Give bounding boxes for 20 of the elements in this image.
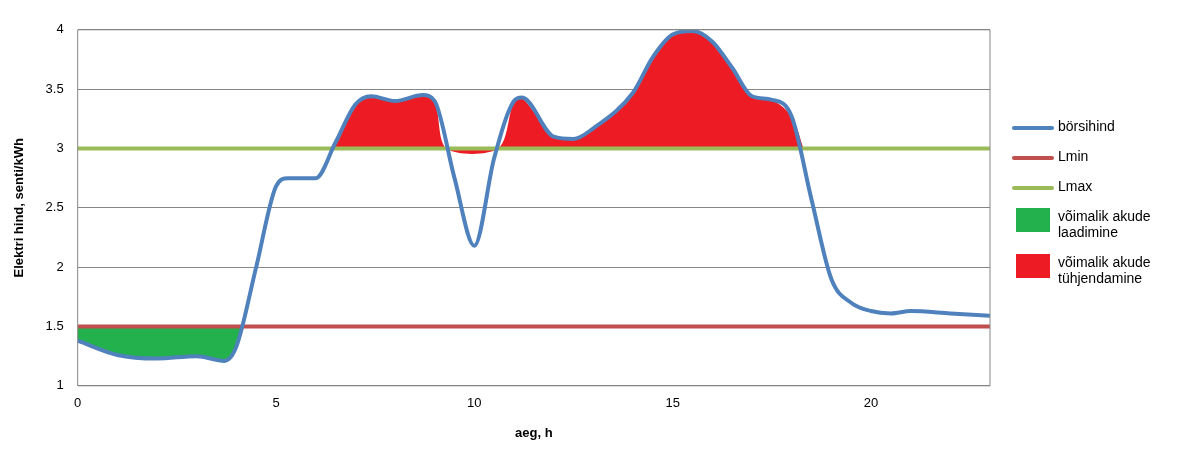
y-axis-title: Elektri hind, senti/kWh (11, 138, 27, 278)
x-tick-label: 0 (74, 395, 82, 411)
y-tick-label: 3 (56, 140, 64, 156)
y-tick-label: 1 (56, 377, 64, 393)
x-tick-label: 10 (467, 395, 482, 411)
y-tick-label: 2.5 (45, 199, 64, 215)
legend-label: börsihind (1058, 118, 1115, 134)
y-tick-label: 2 (56, 258, 64, 274)
x-tick-label: 15 (665, 395, 680, 411)
y-tick-label: 4 (56, 21, 64, 37)
line-series (77, 29, 990, 363)
legend-label: võimalik akude tühjendamine (1058, 254, 1152, 286)
x-tick-label: 5 (272, 395, 280, 411)
y-tick-label: 1.5 (45, 318, 64, 334)
legend-label: Lmax (1058, 178, 1093, 194)
y-tick-label: 3.5 (45, 80, 64, 96)
legend-label: võimalik akude laadimine (1058, 208, 1152, 240)
legend-label: Lmin (1058, 148, 1089, 164)
x-axis-title: aeg, h (515, 424, 553, 440)
x-tick-label: 20 (863, 395, 879, 411)
